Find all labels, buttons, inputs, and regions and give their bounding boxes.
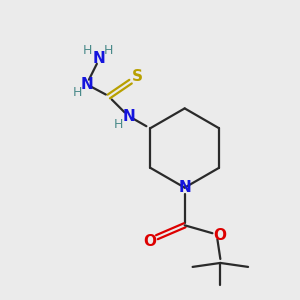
Text: H: H (114, 118, 123, 131)
Text: N: N (178, 180, 191, 195)
Text: N: N (92, 51, 105, 66)
Text: H: H (104, 44, 113, 57)
Text: S: S (132, 69, 143, 84)
Text: O: O (143, 234, 157, 249)
Text: O: O (213, 228, 226, 243)
Text: H: H (72, 86, 82, 99)
Text: H: H (82, 44, 92, 57)
Text: N: N (122, 109, 135, 124)
Text: N: N (81, 77, 93, 92)
